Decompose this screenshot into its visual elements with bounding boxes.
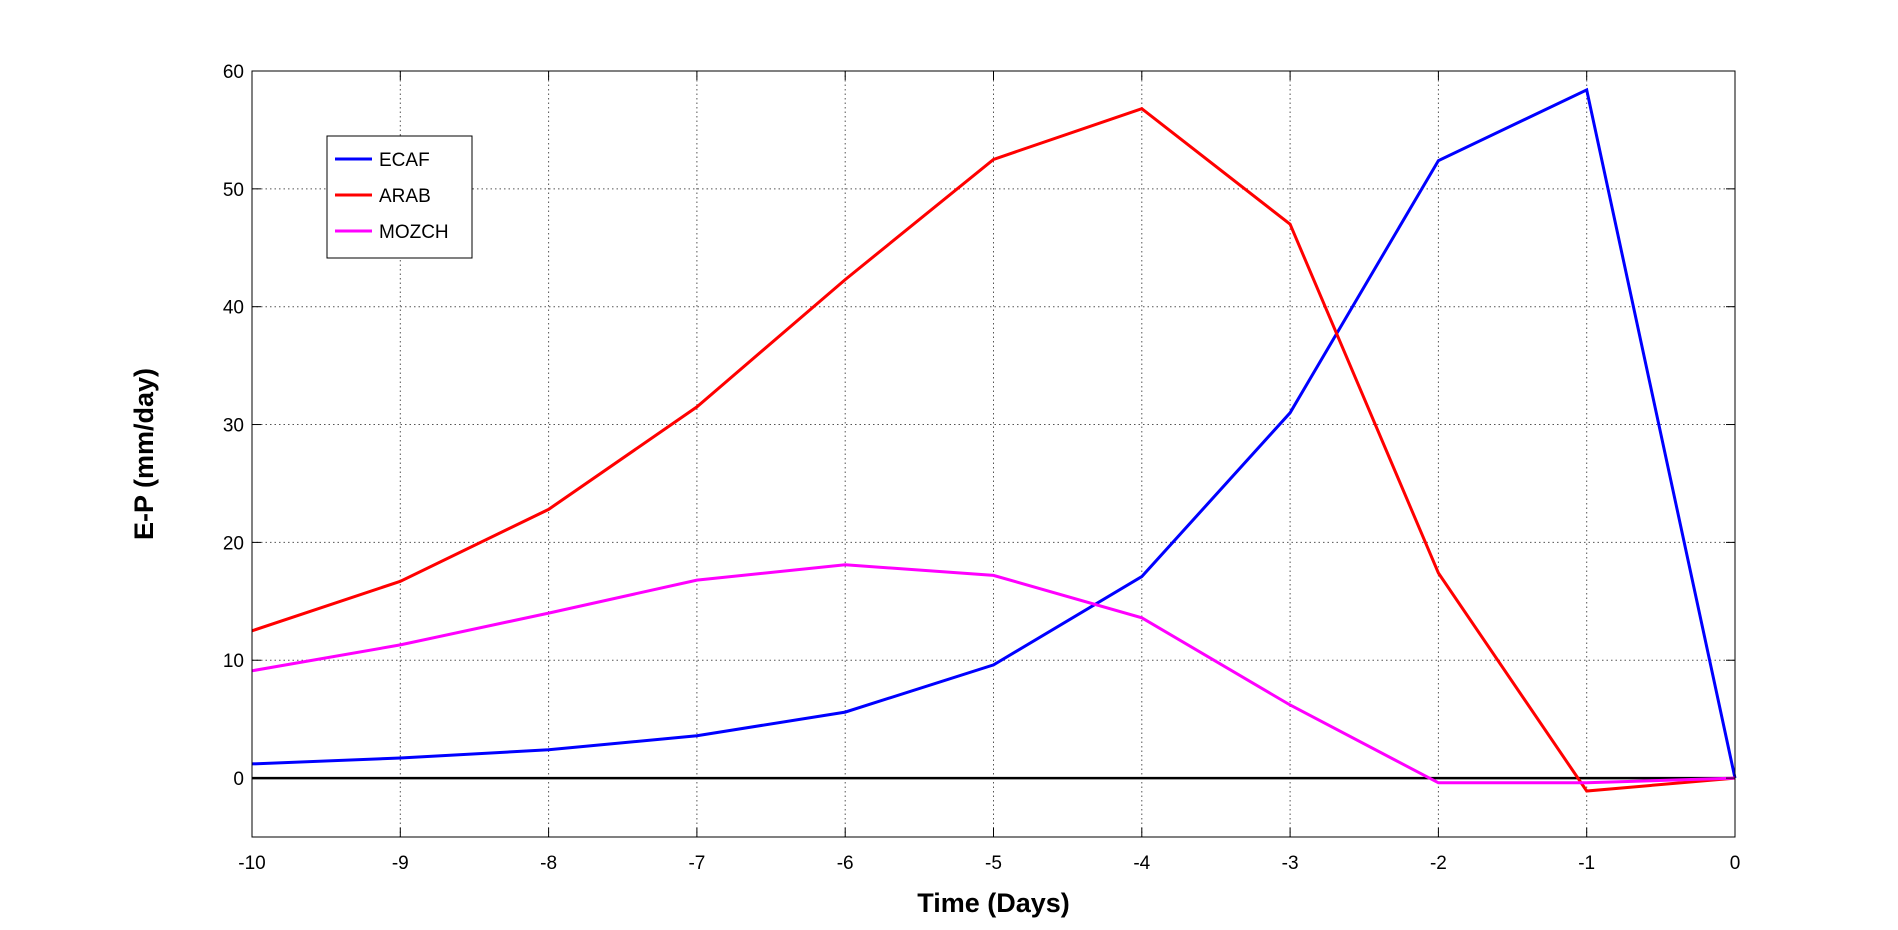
series-layer (251, 87, 1737, 793)
x-tick-label: -3 (1282, 853, 1299, 874)
x-tick-label: -5 (985, 853, 1002, 874)
legend-label-mozch: MOZCH (379, 222, 449, 243)
y-axis-title: E-P (mm/day) (129, 368, 159, 540)
x-axis-title: Time (Days) (917, 888, 1070, 918)
x-tick-label: -4 (1133, 853, 1150, 874)
x-tick-label: -2 (1430, 853, 1447, 874)
x-tick-label: -9 (392, 853, 409, 874)
y-tick-label: 30 (223, 416, 244, 437)
legend-label-ecaf: ECAF (379, 150, 430, 171)
x-tick-label: 0 (1730, 853, 1741, 874)
y-tick-label: 40 (223, 298, 244, 319)
y-tick-label: 10 (223, 651, 244, 672)
grid (252, 71, 1735, 837)
legend-box (326, 135, 473, 259)
y-tick-label: 0 (233, 769, 244, 790)
x-tick-label: -7 (688, 853, 705, 874)
x-tick-label: -1 (1578, 853, 1595, 874)
x-tick-label: -10 (238, 853, 265, 874)
legend: ECAF ARAB MOZCH (326, 135, 473, 259)
series-line-arab (251, 107, 1736, 793)
series-line-mozch (251, 563, 1736, 785)
y-tick-label: 60 (223, 62, 244, 83)
y-tick-label: 20 (223, 533, 244, 554)
legend-label-arab: ARAB (379, 186, 431, 207)
x-tick-label: -8 (540, 853, 557, 874)
y-tick-label: 50 (223, 180, 244, 201)
series-line-ecaf (251, 87, 1737, 779)
x-tick-label: -6 (837, 853, 854, 874)
